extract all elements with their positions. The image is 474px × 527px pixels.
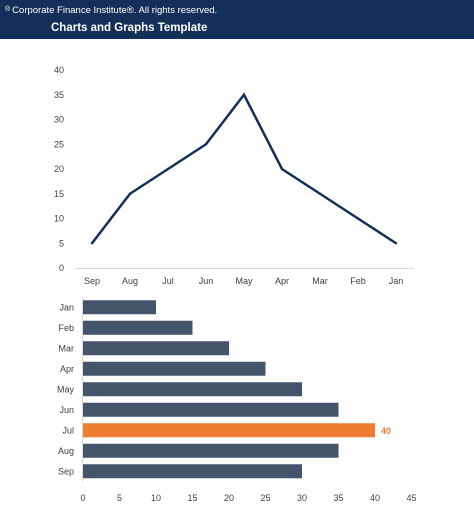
bar-chart-y-tick: Apr [60, 364, 74, 374]
bar-chart-x-tick: 25 [260, 493, 270, 503]
line-chart-point [356, 217, 360, 220]
bar-chart-x-tick: 0 [80, 493, 85, 503]
line-chart-y-tick: 20 [54, 164, 64, 174]
line-chart-point [280, 167, 284, 171]
line-chart-y-tick: 30 [54, 115, 64, 125]
bar-chart-x-tick: 40 [370, 493, 380, 503]
line-chart-x-tick: Sep [84, 276, 100, 286]
bar-chart-bar [83, 341, 229, 356]
line-chart-x-tick: Aug [122, 276, 138, 286]
line-chart-point [394, 242, 398, 245]
bar-chart-y-tick: Mar [59, 343, 75, 353]
line-chart-y-tick: 25 [54, 139, 64, 149]
bar-chart-data-label: 40 [381, 426, 391, 436]
line-chart-point [166, 167, 170, 171]
line-chart-point [90, 242, 94, 245]
header-bar: ® Corporate Finance Institute®. All right… [0, 0, 474, 39]
bar-chart-bar [83, 402, 339, 417]
bar-chart-y-tick: Aug [58, 446, 74, 456]
line-chart-point [204, 143, 208, 146]
line-chart: 0 5 10 15 20 25 30 35 40 Sep Aug Jul Jun May Apr Mar Feb… [54, 65, 414, 286]
bar-chart-x-tick: 30 [297, 493, 307, 503]
line-chart-point [318, 192, 322, 195]
bar-chart-x-tick: 15 [187, 493, 197, 503]
line-chart-y-tick: 35 [54, 90, 64, 100]
bar-chart-bar [83, 423, 375, 438]
registered-icon: ® [5, 6, 11, 13]
page-title: Charts and Graphs Template [51, 22, 208, 34]
line-chart-x-tick: May [235, 276, 253, 286]
bar-chart-x-tick: 10 [151, 493, 161, 503]
bar-chart-y-tick: Jul [62, 425, 74, 435]
bar-chart-y-tick: Jun [59, 405, 74, 415]
bar-chart-bar [83, 300, 156, 315]
bar-chart-bar [83, 382, 302, 397]
line-chart-y-tick: 15 [54, 189, 64, 199]
line-chart-y-tick: 5 [59, 238, 64, 248]
line-chart-x-tick: Apr [275, 276, 289, 286]
line-chart-point [242, 93, 246, 96]
bar-chart-x-tick: 5 [117, 493, 122, 503]
copyright-text: Corporate Finance Institute®. All rights… [12, 5, 218, 16]
bar-chart-x-tick: 45 [406, 493, 416, 503]
copyright-notice: ® Corporate Finance Institute®. All right… [5, 4, 217, 17]
line-chart-x-tick: Feb [350, 276, 366, 286]
line-chart-x-tick: Jun [199, 276, 214, 286]
line-chart-y-tick: 0 [59, 263, 64, 273]
line-chart-y-tick: 40 [54, 65, 64, 75]
bar-chart-bar [83, 443, 339, 458]
line-chart-y-tick: 10 [54, 214, 64, 224]
line-chart-x-tick: Jul [162, 276, 174, 286]
bar-chart-y-tick: May [57, 384, 75, 394]
line-chart-x-tick: Jan [389, 276, 404, 286]
bar-chart-bar [83, 320, 193, 335]
line-chart-point [128, 192, 132, 195]
bar-chart-bar [83, 464, 302, 479]
line-chart-x-tick: Mar [312, 276, 328, 286]
bar-chart-y-tick: Sep [58, 466, 74, 476]
bar-chart-y-tick: Jan [59, 302, 74, 312]
bar-chart-x-tick: 20 [224, 493, 234, 503]
bar-chart-bar [83, 361, 266, 376]
bar-chart-x-tick: 35 [333, 493, 343, 503]
bar-chart-y-tick: Feb [58, 323, 74, 333]
